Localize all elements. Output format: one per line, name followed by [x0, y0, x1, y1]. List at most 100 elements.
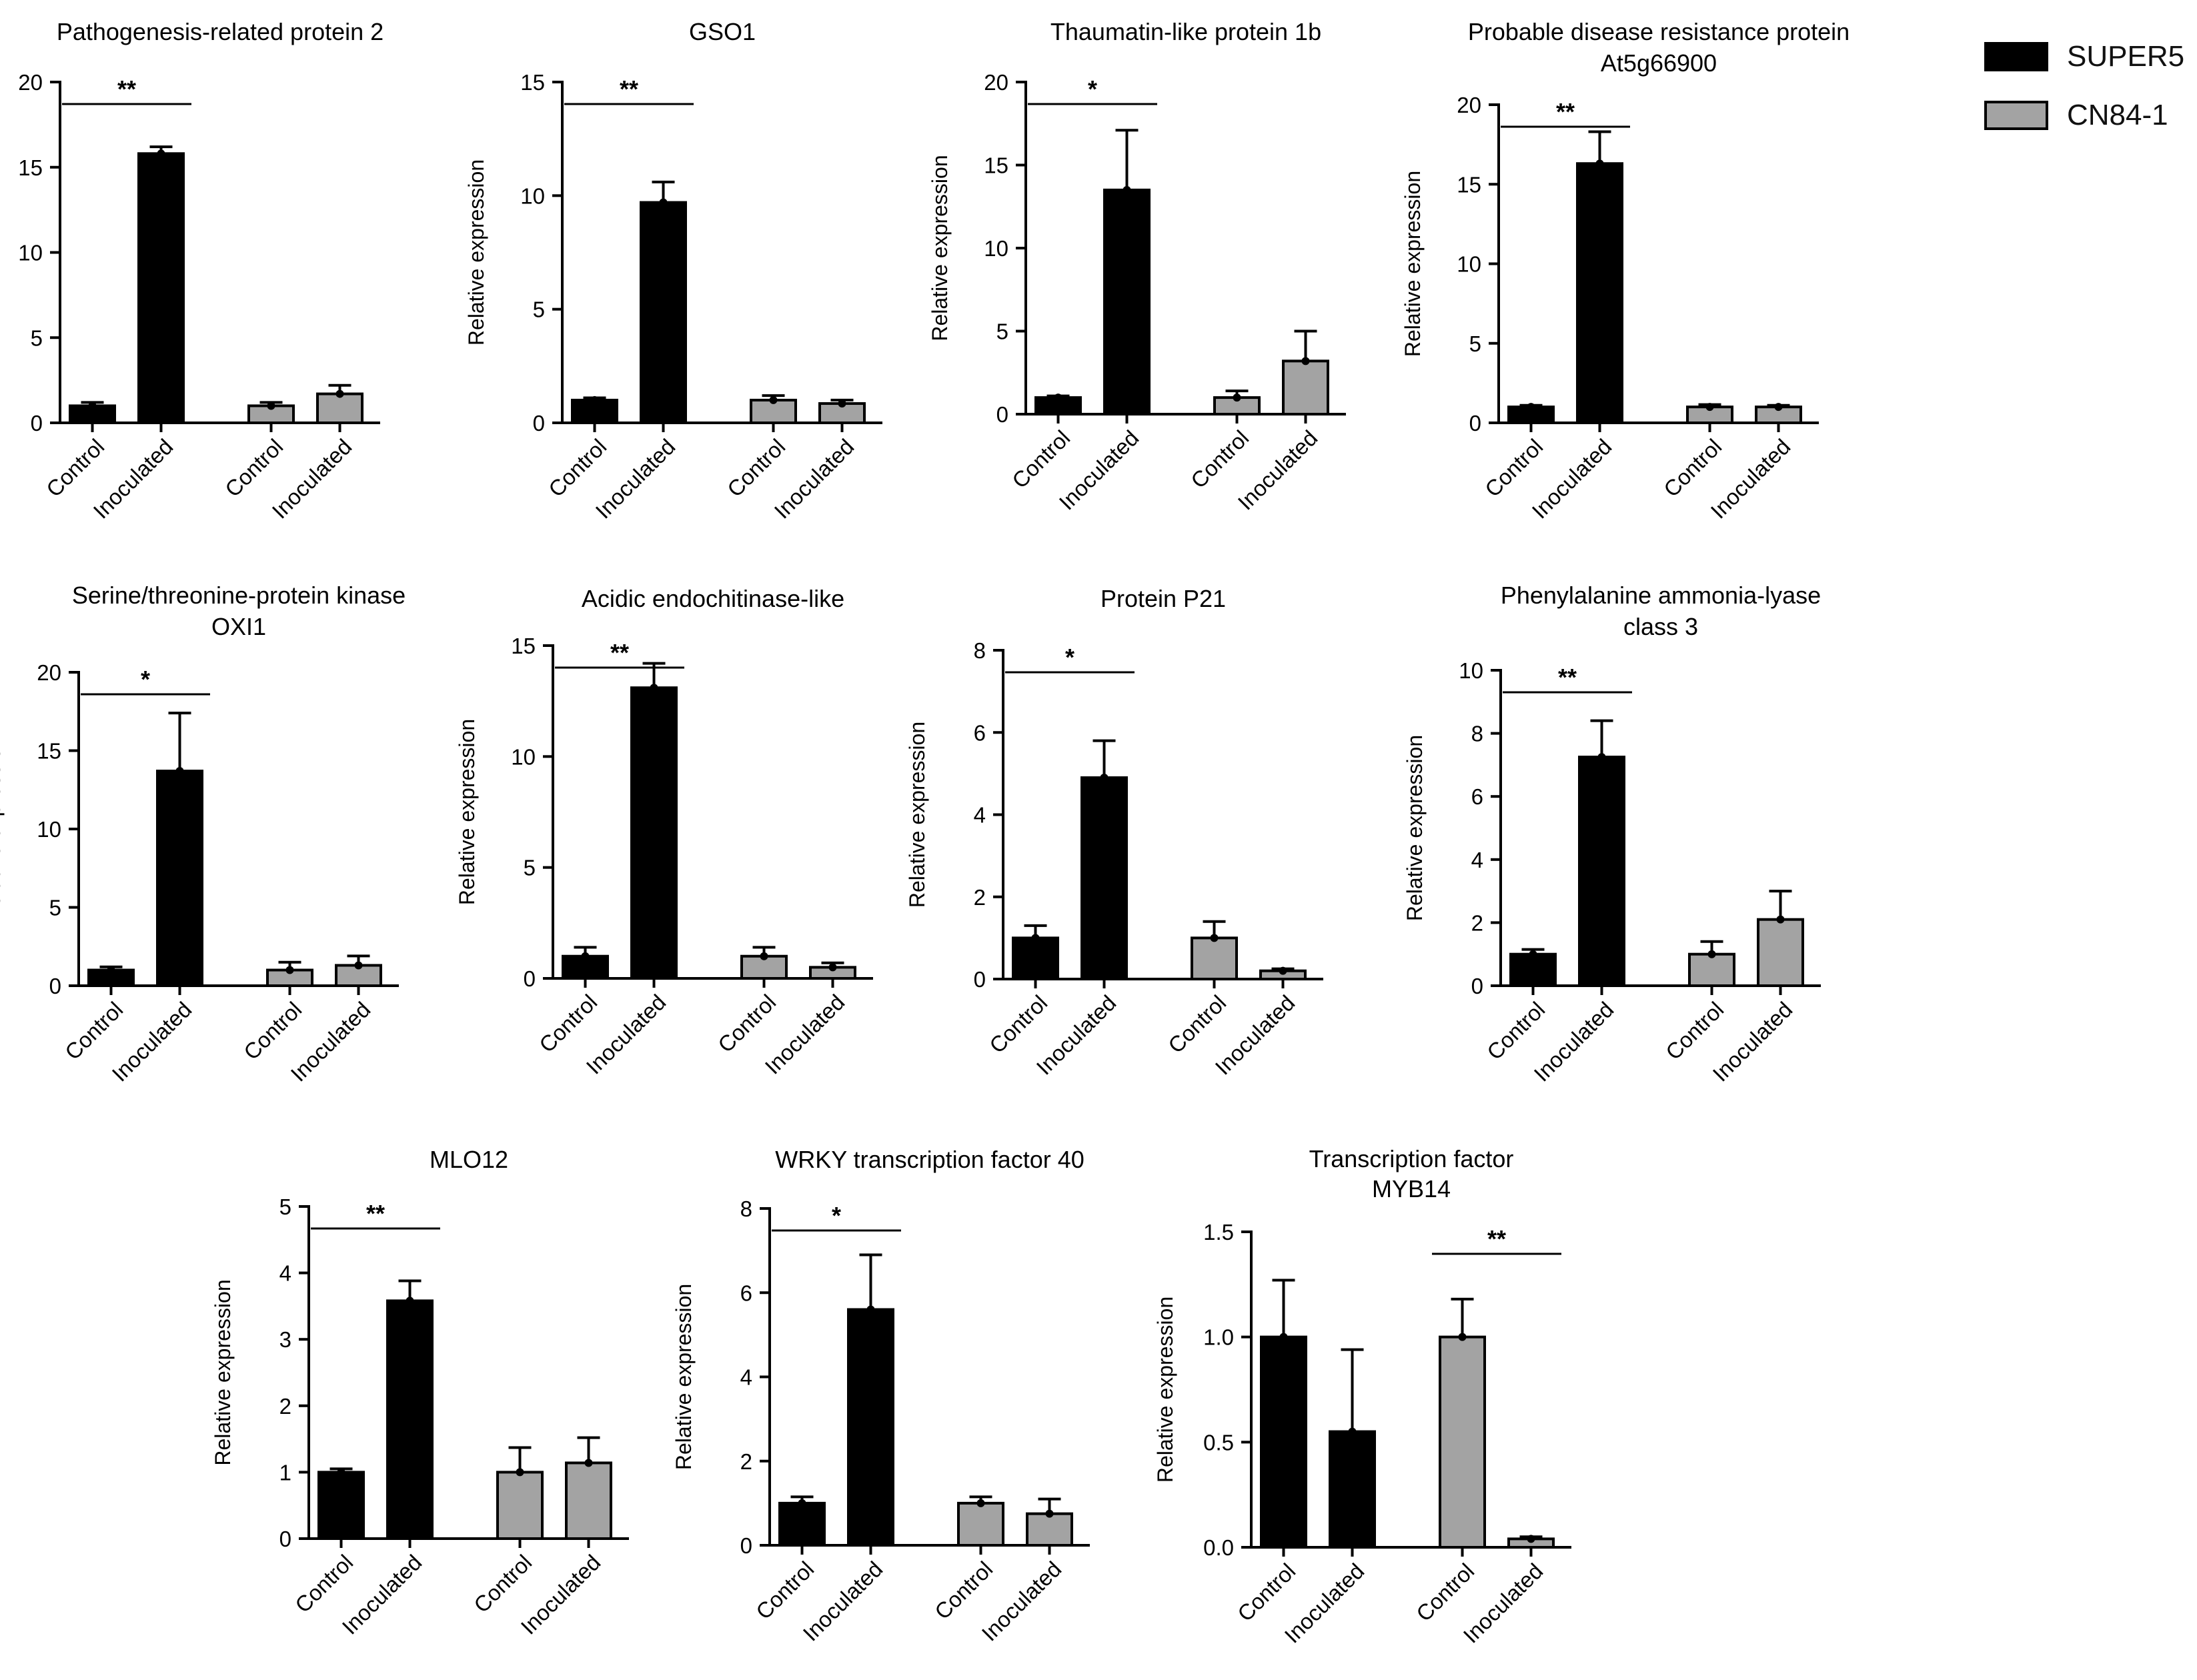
y-tick-label: 0	[740, 1533, 752, 1558]
y-tick-label: 0	[524, 966, 536, 991]
bar	[957, 1501, 1004, 1547]
data-point	[590, 395, 599, 404]
y-axis-label: Relative expression	[928, 155, 952, 341]
bar	[1026, 1512, 1073, 1547]
data-point	[769, 395, 778, 404]
x-tick-label: Control	[1661, 997, 1728, 1064]
x-tick-label: Control	[984, 990, 1052, 1058]
data-point	[1279, 966, 1287, 975]
significance-label: **	[1558, 664, 1577, 691]
data-point	[285, 966, 294, 974]
y-tick-label: 0	[1469, 411, 1481, 436]
y-tick-label: 0.5	[1203, 1430, 1234, 1455]
bar	[156, 770, 203, 988]
data-point	[650, 684, 658, 692]
data-point	[1527, 403, 1535, 411]
data-point	[866, 1305, 875, 1314]
significance-label: **	[620, 75, 638, 103]
x-tick-label: Control	[544, 434, 611, 502]
x-tick-label: Control	[1163, 990, 1231, 1058]
chart-title: Acidic endochitinase-like	[582, 585, 844, 612]
y-tick-label: 20	[1457, 93, 1481, 117]
data-point	[760, 952, 768, 960]
y-tick-label: 3	[279, 1327, 291, 1352]
y-tick-label: 2	[740, 1449, 752, 1474]
x-tick-label: Control	[722, 434, 790, 502]
y-tick-label: 0	[533, 411, 545, 436]
y-tick-label: 0	[1471, 974, 1483, 998]
chart-title: Thaumatin-like protein 1b	[1050, 18, 1321, 45]
y-tick-label: 15	[511, 634, 536, 658]
x-tick-label: Control	[1482, 997, 1549, 1064]
data-point	[581, 952, 590, 960]
chart-panel-4: Probable disease resistance protein At5g6…	[1401, 18, 1850, 524]
data-point	[175, 767, 184, 776]
data-point	[1705, 403, 1714, 411]
significance-label: *	[141, 666, 150, 693]
x-tick-label: Control	[930, 1557, 997, 1624]
chart-title: OXI1	[211, 613, 266, 640]
y-tick-label: 10	[984, 236, 1008, 261]
data-point	[1210, 934, 1219, 942]
bar	[496, 1471, 544, 1540]
bar	[1578, 756, 1625, 987]
y-tick-label: 0	[996, 402, 1008, 427]
y-tick-label: 2	[1471, 910, 1483, 935]
chart-title: Probable disease resistance protein	[1468, 18, 1850, 45]
data-point	[828, 963, 837, 972]
x-tick-label: Control	[1411, 1559, 1479, 1626]
chart-panel-7: Protein P21 Relative expression 0 2 4 6 8 Contr…	[905, 585, 1323, 1080]
y-tick-label: 15	[984, 153, 1008, 178]
legend-swatch-cn84	[1984, 101, 2048, 130]
bar	[630, 686, 678, 980]
bar	[316, 392, 363, 425]
y-axis-label: Relative expression	[672, 1284, 696, 1470]
chart-title: Transcription factor	[1309, 1145, 1514, 1172]
x-tick-label: Control	[1007, 426, 1074, 493]
chart-title: Phenylalanine ammonia-lyase	[1501, 582, 1821, 609]
legend-item-cn84: CN84-1	[1984, 95, 2184, 135]
legend-item-super5: SUPER5	[1984, 37, 2184, 77]
data-point	[1031, 934, 1040, 942]
x-tick-label: Control	[713, 990, 780, 1057]
y-tick-label: 4	[279, 1261, 291, 1286]
data-point	[1100, 774, 1109, 782]
data-point	[584, 1459, 593, 1467]
bar	[1688, 952, 1735, 987]
y-tick-label: 1	[279, 1460, 291, 1485]
y-axis-label: Relative expression	[1153, 1297, 1177, 1483]
y-tick-label: 0	[974, 967, 986, 992]
chart-title: WRKY transcription factor 40	[775, 1146, 1084, 1173]
data-point	[838, 399, 846, 408]
data-point	[1301, 357, 1310, 365]
y-tick-label: 0	[31, 411, 43, 436]
significance-label: **	[117, 75, 136, 103]
legend-label-super5: SUPER5	[2067, 40, 2185, 73]
bar	[778, 1501, 826, 1547]
x-tick-label: Control	[751, 1557, 818, 1624]
chart-panel-11: Transcription factor MYB14 Relative expres…	[1153, 1145, 1571, 1648]
x-tick-label: Control	[290, 1550, 357, 1617]
legend: SUPER5 CN84-1	[1984, 37, 2184, 154]
chart-title: Protein P21	[1101, 585, 1226, 612]
x-tick-label: Control	[534, 990, 602, 1057]
y-tick-label: 10	[37, 817, 61, 842]
data-point	[354, 961, 363, 970]
bar	[317, 1471, 365, 1540]
bar	[1576, 162, 1623, 424]
y-tick-label: 4	[740, 1365, 752, 1390]
bar	[565, 1461, 612, 1541]
chart-panel-5: Serine/threonine-protein kinase OXI1 Relat…	[0, 582, 406, 1086]
y-tick-label: 2	[279, 1394, 291, 1419]
data-point	[516, 1468, 524, 1477]
bar	[1282, 359, 1329, 416]
bar	[1191, 936, 1238, 980]
chart-title: GSO1	[689, 18, 756, 45]
y-axis-label: Relative expression	[1401, 171, 1425, 357]
data-point	[976, 1499, 985, 1507]
bar	[1439, 1335, 1486, 1549]
chart-title: MLO12	[430, 1146, 508, 1173]
data-point	[1279, 1333, 1288, 1341]
